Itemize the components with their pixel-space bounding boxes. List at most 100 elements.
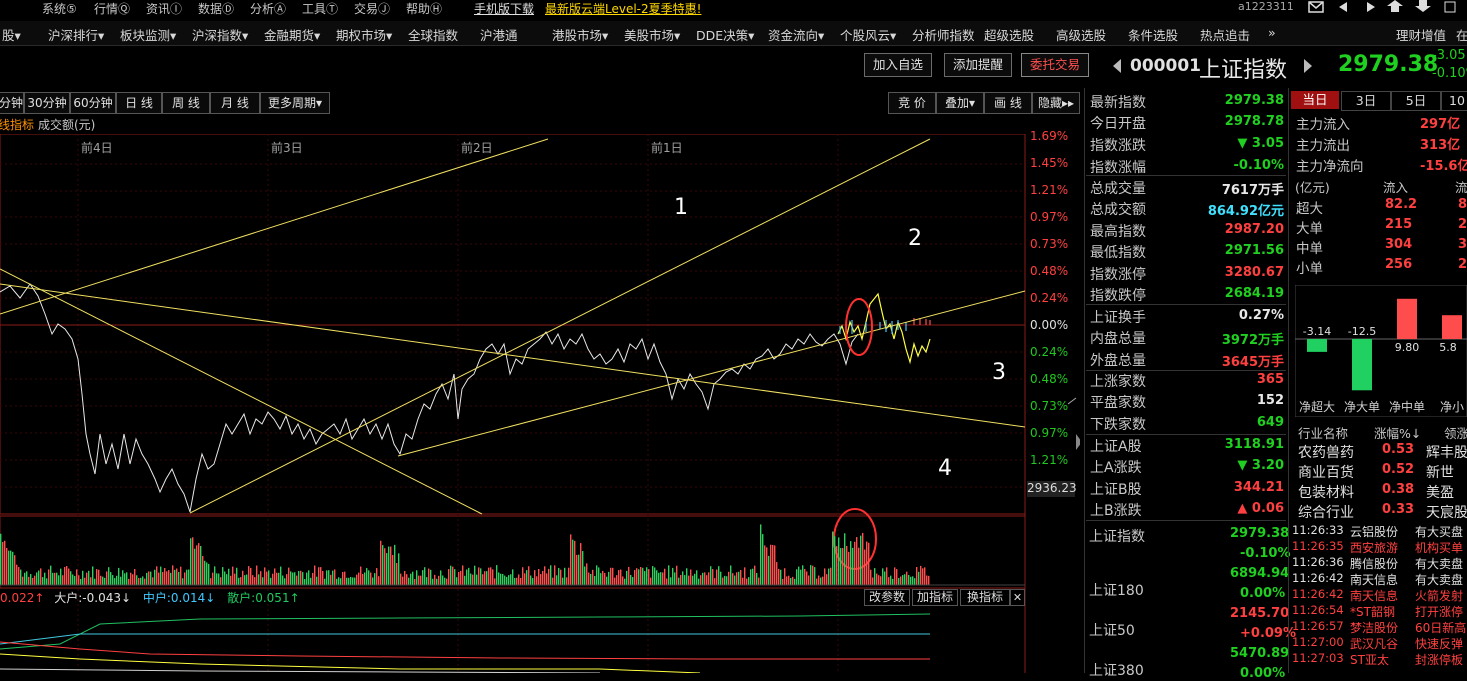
scale-tick: 0.97% <box>1030 210 1069 224</box>
menu-analysis[interactable]: 分析Ⓐ <box>250 2 287 16</box>
industry-lead[interactable]: 辉丰股 <box>1426 445 1467 461</box>
tab-3day[interactable]: 3日 <box>1341 91 1391 111</box>
tab-today[interactable]: 当日 <box>1291 91 1339 109</box>
period-30min[interactable]: 30分钟 <box>24 92 70 114</box>
ticker-stock[interactable]: 南天信息 <box>1350 589 1399 603</box>
industry-name[interactable]: 包装材料 <box>1298 485 1354 501</box>
ticker-stock[interactable]: 武汉凡谷 <box>1350 637 1399 651</box>
tab-10day[interactable]: 10 <box>1441 91 1467 111</box>
close-icon[interactable]: ✕ <box>1010 589 1025 606</box>
quote-value: 0.27% <box>1238 308 1284 323</box>
annotation-4: 4 <box>938 456 952 481</box>
industry-name[interactable]: 农药兽药 <box>1298 445 1354 461</box>
flow-out: 2 <box>1458 257 1467 272</box>
ticker-time: 11:26:36 <box>1292 555 1344 569</box>
auction-button[interactable]: 竞 价 <box>888 92 936 114</box>
period-min[interactable]: 分钟 <box>0 92 24 114</box>
nav-more[interactable]: » <box>1268 25 1276 40</box>
add-alert-button[interactable]: 添加提醒 <box>944 53 1012 77</box>
ticker-stock[interactable]: 腾信股份 <box>1350 557 1399 571</box>
quote-label: 上涨家数 <box>1090 374 1146 390</box>
quote-label: 平盘家数 <box>1090 395 1146 411</box>
nav-hk[interactable]: 港股市场▾ <box>552 28 609 43</box>
quote-row: 最新指数 2979.38 <box>1088 90 1286 111</box>
ticker-stock[interactable]: 南天信息 <box>1350 573 1399 587</box>
menu-info[interactable]: 资讯Ⓘ <box>146 2 183 16</box>
period-day[interactable]: 日 线 <box>116 92 162 114</box>
menu-trade[interactable]: 交易Ⓙ <box>354 2 391 16</box>
nav-sector[interactable]: 板块监测▾ <box>120 28 177 43</box>
overlay-button[interactable]: 叠加▾ <box>936 92 984 114</box>
trade-button[interactable]: 委托交易 <box>1021 53 1089 77</box>
annotation-2: 2 <box>908 226 922 251</box>
nav-rank[interactable]: 沪深排行▾ <box>48 28 105 43</box>
nav-hk-connect[interactable]: 沪港通 <box>480 28 518 43</box>
tab-5day[interactable]: 5日 <box>1391 91 1441 111</box>
nav-cond-select[interactable]: 条件选股 <box>1128 28 1179 43</box>
draw-line-button[interactable]: 画 线 <box>984 92 1032 114</box>
hide-button[interactable]: 隐藏▸▸ <box>1032 92 1080 114</box>
menu-tools[interactable]: 工具Ⓣ <box>302 2 339 16</box>
download-link[interactable]: 手机版下载 <box>474 2 535 16</box>
nav-stock-cloud[interactable]: 个股风云▾ <box>840 28 897 43</box>
nav-stock[interactable]: 股▾ <box>2 28 21 43</box>
nav-index[interactable]: 沪深指数▾ <box>192 28 249 43</box>
quote-label: 指数跌停 <box>1090 288 1146 304</box>
next-stock-icon[interactable] <box>1302 58 1314 74</box>
quote-value: 2684.19 <box>1224 286 1284 301</box>
nav-dde[interactable]: DDE决策▾ <box>696 28 755 43</box>
index-name[interactable]: 上证380 <box>1089 663 1144 679</box>
period-week[interactable]: 周 线 <box>162 92 210 114</box>
industry-lead[interactable]: 新世 <box>1426 465 1454 481</box>
quote-label: 最高指数 <box>1090 224 1146 240</box>
nav-hot[interactable]: 热点追击 <box>1200 28 1251 43</box>
period-month[interactable]: 月 线 <box>210 92 260 114</box>
ticker-stock[interactable]: *ST韶钢 <box>1350 605 1395 619</box>
nav-options[interactable]: 期权市场▾ <box>336 28 393 43</box>
indicator-label[interactable]: 线指标 <box>0 118 35 132</box>
flow-value: 313亿 <box>1420 138 1461 153</box>
index-name[interactable]: 上证180 <box>1089 583 1144 599</box>
menu-data[interactable]: 数据Ⓓ <box>198 2 235 16</box>
nav-futures[interactable]: 金融期货▾ <box>264 28 321 43</box>
add-watchlist-button[interactable]: 加入自选 <box>864 53 932 77</box>
menu-quote[interactable]: 行情Ⓠ <box>94 2 131 16</box>
industry-name[interactable]: 综合行业 <box>1298 505 1354 521</box>
quote-value: -0.10% <box>1233 158 1285 173</box>
promo-link[interactable]: 最新版云端Level-2夏季特惠! <box>545 2 702 16</box>
nav-adv-select[interactable]: 高级选股 <box>1056 28 1107 43</box>
ticker-stock[interactable]: 西安旅游 <box>1350 541 1399 555</box>
index-name[interactable]: 上证指数 <box>1089 529 1145 545</box>
nav-us[interactable]: 美股市场▾ <box>624 28 681 43</box>
period-more[interactable]: 更多周期▾ <box>260 92 330 114</box>
menu-help[interactable]: 帮助Ⓗ <box>406 2 443 16</box>
industry-lead[interactable]: 天宸股 <box>1426 505 1467 521</box>
period-60min[interactable]: 60分钟 <box>70 92 116 114</box>
change-params-button[interactable]: 改参数 <box>864 589 910 606</box>
index-pct: 0.00% <box>1240 586 1286 601</box>
index-value: 6894.94 <box>1230 566 1290 581</box>
switch-indicator-button[interactable]: 换指标 <box>960 589 1010 606</box>
quote-value: 344.21 <box>1233 480 1284 495</box>
nav-wealth[interactable]: 理财增值 <box>1396 28 1447 43</box>
nav-cut[interactable]: 在 <box>1456 28 1467 43</box>
mail-icon <box>1308 1 1324 13</box>
ticker-stock[interactable]: ST亚太 <box>1350 653 1389 667</box>
industry-lead[interactable]: 美盈 <box>1426 485 1454 501</box>
intraday-chart[interactable] <box>0 134 1080 673</box>
nav-global[interactable]: 全球指数 <box>408 28 459 43</box>
ticker-stock[interactable]: 梦洁股份 <box>1350 621 1399 635</box>
menu-system[interactable]: 系统⑤ <box>42 2 77 16</box>
index-name[interactable]: 上证50 <box>1089 623 1135 639</box>
nav-fund-flow[interactable]: 资金流向▾ <box>768 28 825 43</box>
ticker-stock[interactable]: 云铝股份 <box>1350 525 1399 539</box>
add-indicator-button[interactable]: 加指标 <box>912 589 958 606</box>
industry-name[interactable]: 商业百货 <box>1298 465 1354 481</box>
ticker-time: 11:26:33 <box>1292 523 1344 537</box>
day-label-2: 前2日 <box>461 141 493 155</box>
nav-analyst[interactable]: 分析师指数 <box>912 28 975 43</box>
prev-stock-icon[interactable] <box>1111 58 1123 74</box>
net-flow-chart: -3.14 净超大 -12.5 净大单 9.80 净中单 5.8 净小 <box>1295 285 1467 417</box>
ticker-time: 11:26:42 <box>1292 571 1344 585</box>
nav-super-select[interactable]: 超级选股 <box>984 28 1035 43</box>
